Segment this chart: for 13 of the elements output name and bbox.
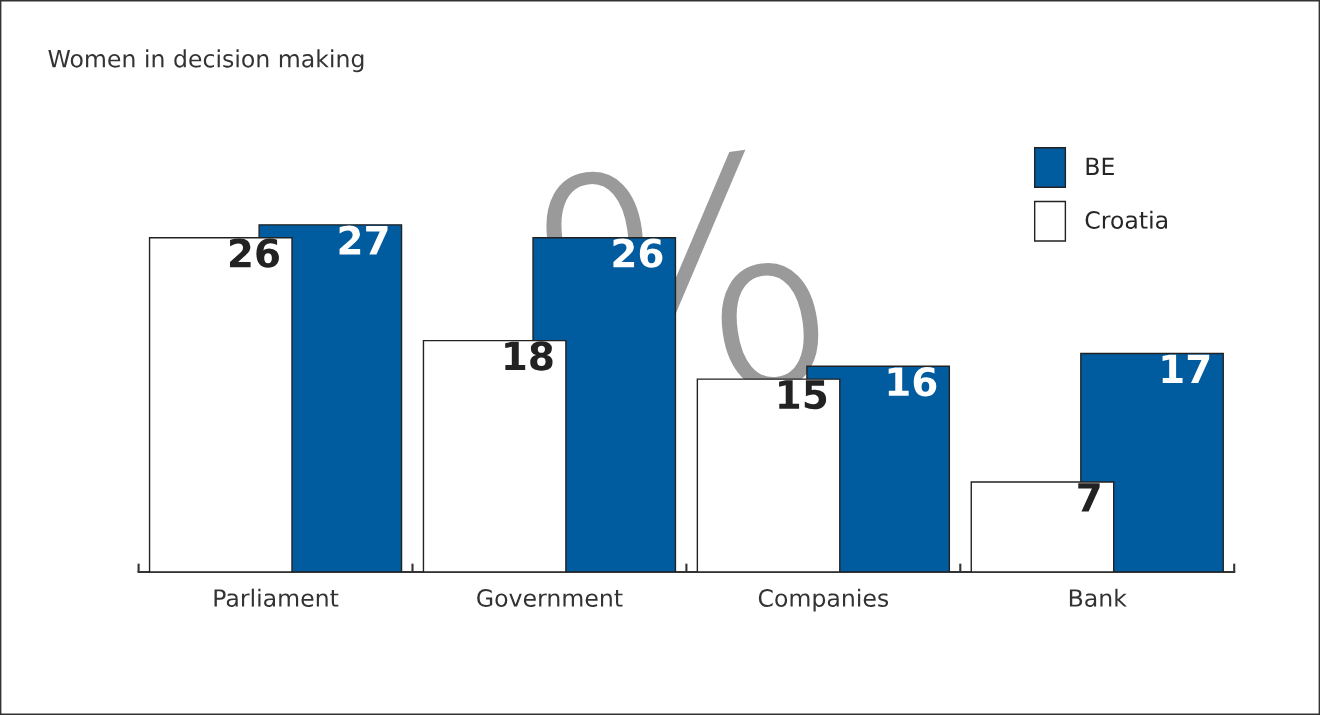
data-label: 26 [229, 238, 279, 268]
x-tick-label: Companies [758, 588, 889, 612]
x-tick-label: Government [477, 589, 623, 607]
x-tick-label: Parliament [214, 588, 339, 607]
data-label: 16 [888, 367, 937, 397]
data-label: 17 [1162, 354, 1210, 383]
legend-label: BE [1086, 157, 1114, 175]
legend-label: Croatia [1085, 210, 1167, 229]
chart-title: Women in decision making [48, 49, 364, 73]
x-tick-label: Bank [1069, 588, 1127, 607]
data-label: 27 [339, 225, 388, 255]
data-label: 15 [779, 380, 827, 410]
data-label: 7 [1078, 483, 1100, 512]
